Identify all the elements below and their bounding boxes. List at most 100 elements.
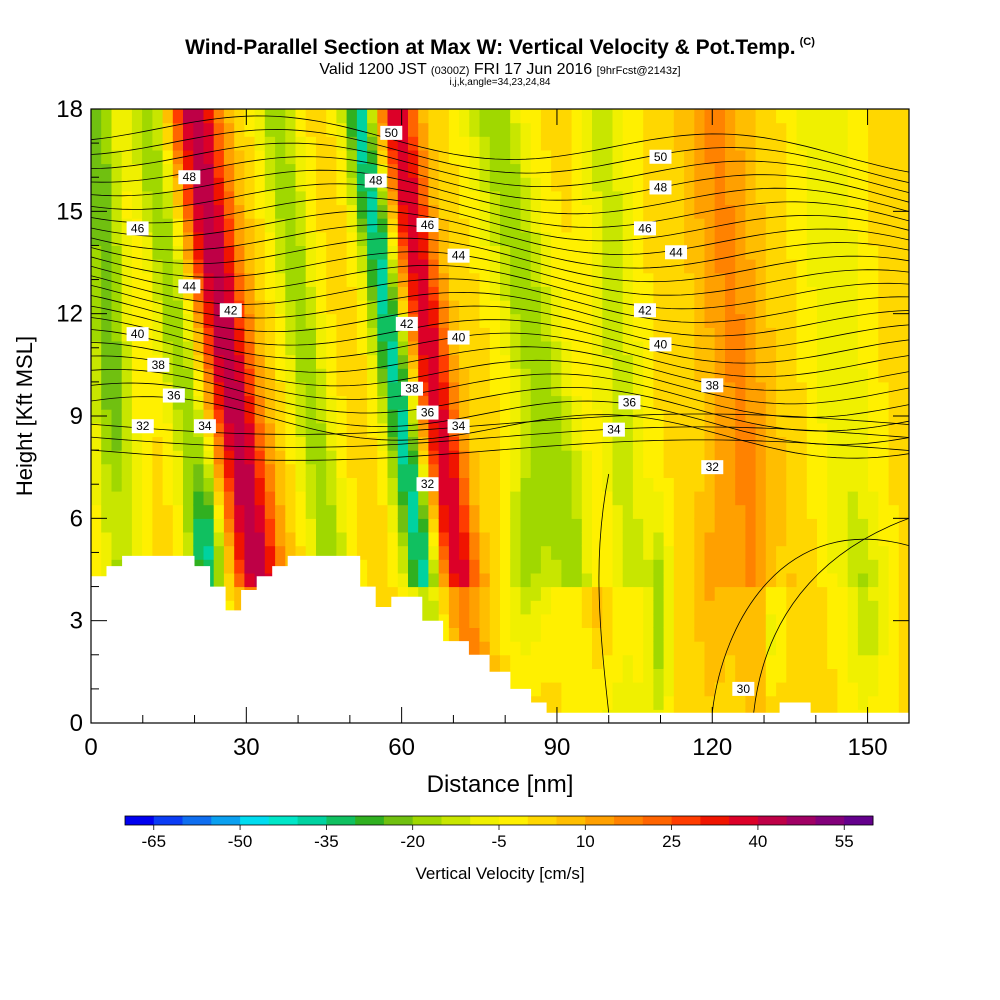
field-cell — [868, 477, 879, 492]
field-cell — [806, 190, 818, 206]
colorbar-swatch — [355, 816, 385, 825]
field-cell — [765, 272, 777, 287]
field-cell — [111, 463, 123, 478]
field-cell — [275, 532, 286, 547]
field-cell — [213, 272, 225, 287]
field-cell — [735, 586, 746, 601]
field-cell — [847, 313, 859, 328]
field-cell — [264, 313, 276, 328]
field-cell — [612, 177, 624, 192]
contour-label: 46 — [131, 221, 145, 235]
field-cell — [326, 354, 337, 369]
field-cell — [121, 532, 133, 547]
field-cell — [581, 586, 593, 601]
field-cell — [264, 504, 276, 519]
field-cell — [91, 532, 102, 547]
field-cell — [152, 259, 164, 274]
field-cell — [254, 149, 266, 165]
field-cell — [653, 695, 665, 710]
field-cell — [561, 300, 573, 315]
field-cell — [806, 313, 818, 328]
field-cell — [878, 641, 890, 656]
field-cell — [806, 600, 818, 615]
field-cell — [643, 695, 654, 710]
field-cell — [643, 190, 654, 206]
field-cell — [479, 177, 491, 192]
field-cell — [684, 504, 695, 519]
field-cell — [91, 436, 102, 451]
colorbar-swatch — [614, 816, 644, 825]
field-cell — [540, 368, 552, 383]
field-cell — [469, 109, 481, 124]
field-cell — [878, 313, 890, 328]
field-cell — [162, 463, 174, 478]
field-cell — [694, 477, 706, 492]
field-cell — [111, 245, 123, 260]
field-cell — [765, 368, 777, 383]
field-cell — [581, 654, 593, 669]
field-cell — [469, 327, 481, 342]
field-cell — [121, 245, 133, 260]
field-cell — [786, 668, 798, 683]
field-cell — [622, 545, 634, 560]
field-cell — [448, 477, 460, 492]
field-cell — [131, 368, 143, 383]
field-cell — [561, 518, 573, 533]
field-cell — [131, 518, 143, 533]
field-cell — [714, 422, 726, 437]
field-cell — [142, 450, 153, 465]
field-cell — [213, 245, 225, 260]
field-cell — [244, 122, 256, 137]
field-cell — [694, 136, 706, 151]
field-cell — [275, 300, 286, 315]
field-cell — [540, 600, 552, 615]
field-cell — [898, 477, 909, 492]
field-cell — [786, 518, 798, 533]
field-cell — [244, 286, 256, 301]
field-cell — [213, 313, 225, 328]
field-cell — [786, 436, 798, 451]
field-cell — [725, 409, 736, 424]
field-cell — [714, 586, 726, 601]
field-cell — [101, 491, 112, 506]
field-cell — [142, 545, 153, 560]
field-cell — [234, 136, 245, 151]
field-cell — [684, 163, 695, 178]
field-cell — [694, 245, 706, 260]
field-cell — [305, 381, 317, 397]
field-cell — [592, 491, 603, 506]
field-cell — [459, 572, 470, 588]
field-cell — [448, 272, 460, 287]
field-cell — [878, 450, 890, 465]
field-cell — [745, 163, 757, 178]
field-cell — [714, 109, 726, 124]
field-cell — [397, 204, 409, 219]
field-cell — [776, 245, 787, 260]
field-cell — [725, 491, 736, 506]
field-cell — [612, 613, 624, 628]
field-cell — [684, 177, 695, 192]
field-cell — [643, 259, 654, 274]
field-cell — [806, 149, 818, 165]
field-cell — [408, 395, 419, 410]
field-cell — [459, 559, 470, 574]
field-cell — [540, 422, 552, 437]
field-cell — [264, 463, 276, 478]
field-cell — [316, 231, 327, 246]
field-cell — [868, 682, 879, 697]
field-cell — [888, 436, 900, 451]
field-cell — [540, 163, 552, 178]
field-cell — [295, 177, 307, 192]
field-cell — [428, 122, 440, 137]
field-cell — [817, 695, 828, 710]
field-cell — [489, 504, 501, 519]
field-cell — [735, 341, 746, 356]
field-cell — [479, 327, 491, 342]
field-cell — [776, 654, 787, 669]
field-cell — [223, 545, 235, 560]
field-cell — [817, 204, 828, 219]
field-cell — [295, 341, 307, 356]
field-cell — [142, 122, 153, 137]
field-cell — [530, 436, 542, 451]
field-cell — [275, 163, 286, 178]
